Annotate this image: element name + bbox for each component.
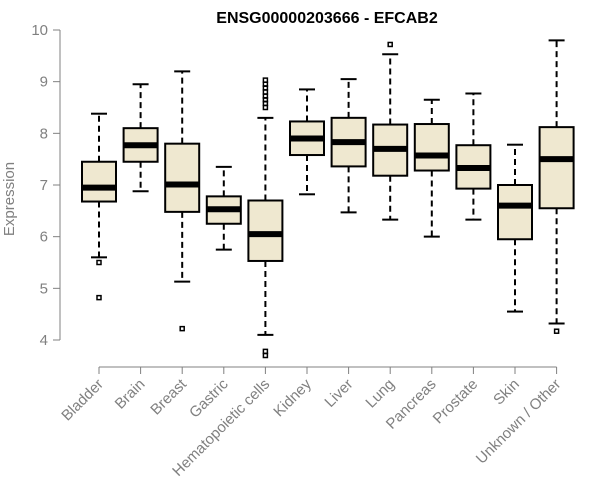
box-group [372, 41, 409, 221]
box-group [413, 98, 450, 238]
iqr-box [81, 160, 117, 203]
outlier-point [179, 325, 185, 332]
outlier-point [96, 294, 102, 301]
x-tick-label: Lung [362, 376, 398, 412]
box-group [455, 92, 492, 221]
box-group [164, 70, 201, 332]
y-tick-label: 4 [40, 332, 48, 349]
outlier-point [387, 41, 393, 48]
y-axis-title: Expression [1, 162, 18, 236]
x-tick-label: Breast [147, 375, 190, 418]
box-group [497, 143, 533, 313]
iqr-box [164, 142, 201, 213]
iqr-box [497, 184, 533, 241]
box-group [538, 39, 575, 334]
boxes [81, 39, 575, 359]
x-tick-label: Kidney [270, 375, 315, 420]
y-tick-label: 8 [40, 125, 48, 142]
box-group [81, 112, 117, 301]
outlier-point [262, 352, 269, 359]
box-group [289, 88, 325, 196]
chart-title: ENSG00000203666 - EFCAB2 [216, 10, 438, 27]
box-group [205, 165, 242, 251]
x-tick-label: Bladder [58, 376, 107, 425]
outlier-point [96, 259, 102, 266]
box-group [247, 77, 284, 359]
box-group [122, 83, 159, 193]
iqr-box [247, 199, 284, 262]
outlier-point [262, 77, 269, 83]
x-tick-label: Skin [490, 376, 523, 409]
y-tick-label: 6 [40, 229, 48, 246]
iqr-box [538, 126, 575, 210]
y-tick-label: 10 [31, 22, 48, 39]
x-tick-label: Liver [321, 376, 356, 411]
x-tick-label: Brain [112, 376, 149, 413]
y-tick-label: 9 [40, 74, 48, 91]
y-tick-label: 5 [40, 280, 48, 297]
outlier-point [553, 328, 560, 334]
iqr-box [413, 123, 450, 172]
y-tick-label: 7 [40, 177, 48, 194]
box-group [330, 78, 367, 214]
x-tick-label: Prostate [430, 376, 482, 428]
